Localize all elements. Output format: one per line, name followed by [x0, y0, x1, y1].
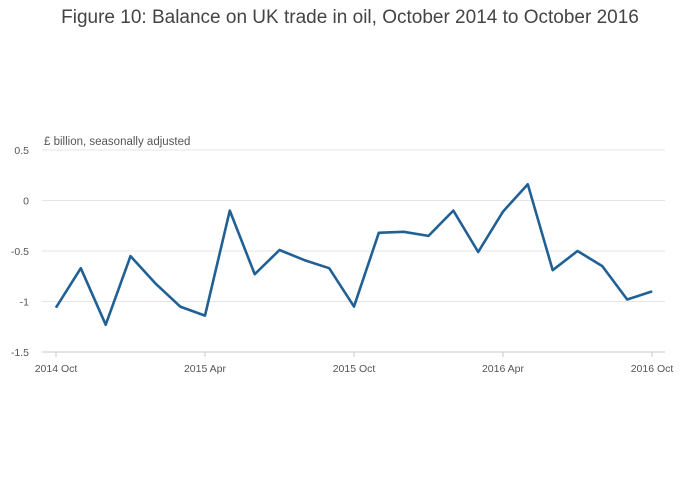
data-point [279, 249, 280, 251]
data-point [80, 267, 82, 269]
data-point [130, 255, 131, 257]
data-point [303, 259, 305, 261]
data-point [353, 306, 355, 308]
series-line [54, 183, 653, 327]
data-point [204, 315, 206, 317]
data-point [477, 251, 479, 253]
x-axis: 2014 Oct 2015 Apr 2015 Oct 2016 Apr 2016 Oct [35, 351, 674, 375]
x-tick-label: 2015 Oct [333, 363, 376, 375]
series-layer [54, 183, 653, 327]
data-point [452, 210, 454, 212]
chart-title: Figure 10: Balance on UK trade in oil, O… [61, 7, 639, 28]
data-point [55, 307, 57, 309]
data-point [577, 250, 578, 252]
data-point [428, 235, 429, 237]
y-tick-label: 0 [23, 196, 29, 208]
data-point [254, 273, 256, 275]
x-tick-label: 2016 Apr [482, 363, 525, 375]
x-tick-label: 2016 Oct [631, 363, 674, 375]
y-tick-label: -0.5 [11, 246, 29, 258]
data-point [229, 210, 231, 212]
data-point [651, 290, 653, 292]
y-tick-label: -1.5 [11, 347, 29, 359]
data-point [179, 306, 181, 308]
y-tick-label: 0.5 [14, 145, 29, 157]
data-point [154, 282, 156, 284]
data-point [601, 265, 603, 267]
data-point [105, 324, 107, 326]
y-tick-labels: 0.5 0 -0.5 -1 -1.5 [11, 145, 29, 359]
gridlines [42, 149, 665, 302]
data-point [403, 231, 405, 233]
y-axis-label: £ billion, seasonally adjusted [44, 136, 191, 148]
y-tick-label: -1 [20, 297, 29, 309]
data-point [378, 232, 380, 234]
x-tick-label: 2014 Oct [35, 363, 78, 375]
data-point [552, 269, 554, 271]
data-point [626, 298, 628, 300]
data-point [328, 267, 330, 269]
x-tick-label: 2015 Apr [184, 363, 227, 375]
data-point [502, 211, 504, 213]
data-point [527, 183, 529, 185]
